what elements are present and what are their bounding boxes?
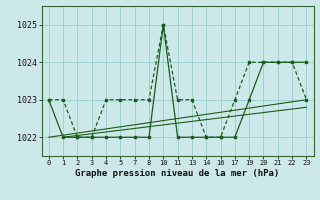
X-axis label: Graphe pression niveau de la mer (hPa): Graphe pression niveau de la mer (hPa) <box>76 169 280 178</box>
